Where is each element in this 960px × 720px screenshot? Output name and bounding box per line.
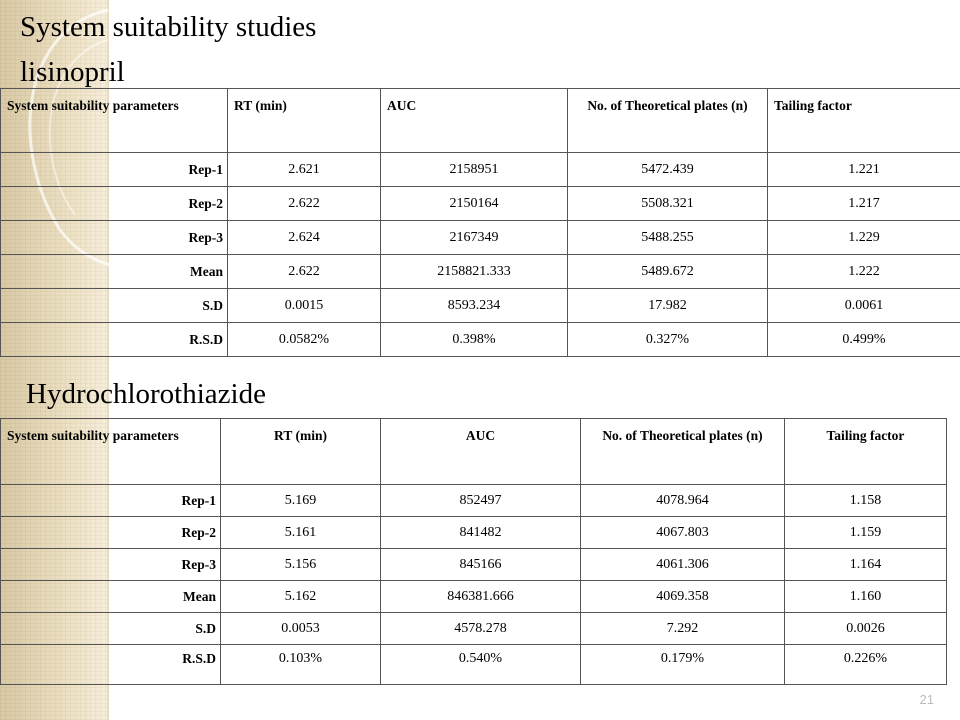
cell-plates: 4061.306: [580, 548, 785, 581]
cell-rt: 5.169: [220, 484, 381, 517]
header-rt: RT (min): [227, 88, 381, 153]
cell-auc: 2158951: [380, 152, 568, 187]
row-label: Rep-2: [0, 516, 221, 549]
table-row: Rep-3 2.624 2167349 5488.255 1.229: [0, 220, 960, 255]
row-label: Rep-1: [0, 152, 228, 187]
table-header-row: System suitability parameters RT (min) A…: [0, 88, 960, 153]
row-label: R.S.D: [0, 322, 228, 357]
page-number: 21: [919, 692, 934, 707]
row-label: Mean: [0, 580, 221, 613]
table-row: Rep-2 2.622 2150164 5508.321 1.217: [0, 186, 960, 221]
table-row: Rep-3 5.156 845166 4061.306 1.164: [0, 548, 947, 581]
cell-rt: 0.0582%: [227, 322, 381, 357]
lisinopril-heading: lisinopril: [20, 56, 125, 88]
cell-rt: 5.156: [220, 548, 381, 581]
table-row: R.S.D 0.103% 0.540% 0.179% 0.226%: [0, 644, 947, 685]
cell-tailing: 1.217: [767, 186, 960, 221]
cell-auc: 2158821.333: [380, 254, 568, 289]
cell-tailing: 1.222: [767, 254, 960, 289]
cell-plates: 0.327%: [567, 322, 768, 357]
cell-plates: 5472.439: [567, 152, 768, 187]
table-row: S.D 0.0053 4578.278 7.292 0.0026: [0, 612, 947, 645]
cell-plates: 5508.321: [567, 186, 768, 221]
cell-tailing: 1.164: [784, 548, 947, 581]
header-plates: No. of Theoretical plates (n): [580, 418, 785, 485]
cell-auc: 0.540%: [380, 644, 581, 685]
cell-tailing: 1.229: [767, 220, 960, 255]
table-header-row: System suitability parameters RT (min) A…: [0, 418, 947, 485]
table-row: Rep-1 5.169 852497 4078.964 1.158: [0, 484, 947, 517]
cell-rt: 2.624: [227, 220, 381, 255]
cell-tailing: 0.0061: [767, 288, 960, 323]
table-row: S.D 0.0015 8593.234 17.982 0.0061: [0, 288, 960, 323]
cell-rt: 2.622: [227, 254, 381, 289]
row-label: Rep-1: [0, 484, 221, 517]
cell-plates: 4069.358: [580, 580, 785, 613]
cell-auc: 2167349: [380, 220, 568, 255]
slide-title: System suitability studies: [20, 11, 317, 43]
cell-plates: 17.982: [567, 288, 768, 323]
header-auc: AUC: [380, 418, 581, 485]
cell-tailing: 1.160: [784, 580, 947, 613]
cell-auc: 4578.278: [380, 612, 581, 645]
cell-auc: 845166: [380, 548, 581, 581]
lisinopril-table: System suitability parameters RT (min) A…: [0, 88, 960, 357]
header-plates: No. of Theoretical plates (n): [567, 88, 768, 153]
cell-auc: 2150164: [380, 186, 568, 221]
header-auc: AUC: [380, 88, 568, 153]
cell-tailing: 0.226%: [784, 644, 947, 685]
cell-rt: 2.622: [227, 186, 381, 221]
row-label: S.D: [0, 612, 221, 645]
cell-auc: 8593.234: [380, 288, 568, 323]
cell-auc: 846381.666: [380, 580, 581, 613]
table-row: Rep-2 5.161 841482 4067.803 1.159: [0, 516, 947, 549]
row-label: Rep-2: [0, 186, 228, 221]
cell-rt: 0.0015: [227, 288, 381, 323]
cell-plates: 5489.672: [567, 254, 768, 289]
cell-tailing: 1.158: [784, 484, 947, 517]
cell-auc: 0.398%: [380, 322, 568, 357]
cell-auc: 841482: [380, 516, 581, 549]
hydrochlorothiazide-heading: Hydrochlorothiazide: [26, 378, 266, 410]
row-label: Rep-3: [0, 220, 228, 255]
cell-rt: 5.162: [220, 580, 381, 613]
cell-tailing: 1.159: [784, 516, 947, 549]
table-row: Mean 2.622 2158821.333 5489.672 1.222: [0, 254, 960, 289]
header-parameters: System suitability parameters: [0, 418, 221, 485]
side-band-edge: [107, 0, 109, 720]
row-label: S.D: [0, 288, 228, 323]
cell-auc: 852497: [380, 484, 581, 517]
cell-rt: 5.161: [220, 516, 381, 549]
header-tailing: Tailing factor: [767, 88, 960, 153]
header-tailing: Tailing factor: [784, 418, 947, 485]
table-row: R.S.D 0.0582% 0.398% 0.327% 0.499%: [0, 322, 960, 357]
cell-plates: 4078.964: [580, 484, 785, 517]
cell-plates: 7.292: [580, 612, 785, 645]
cell-tailing: 1.221: [767, 152, 960, 187]
cell-plates: 5488.255: [567, 220, 768, 255]
hydrochlorothiazide-table: System suitability parameters RT (min) A…: [0, 418, 947, 685]
cell-rt: 0.103%: [220, 644, 381, 685]
table-row: Mean 5.162 846381.666 4069.358 1.160: [0, 580, 947, 613]
row-label: R.S.D: [0, 644, 221, 685]
table-row: Rep-1 2.621 2158951 5472.439 1.221: [0, 152, 960, 187]
header-rt: RT (min): [220, 418, 381, 485]
row-label: Mean: [0, 254, 228, 289]
cell-plates: 0.179%: [580, 644, 785, 685]
row-label: Rep-3: [0, 548, 221, 581]
cell-tailing: 0.0026: [784, 612, 947, 645]
cell-rt: 0.0053: [220, 612, 381, 645]
header-parameters: System suitability parameters: [0, 88, 228, 153]
cell-plates: 4067.803: [580, 516, 785, 549]
cell-tailing: 0.499%: [767, 322, 960, 357]
cell-rt: 2.621: [227, 152, 381, 187]
